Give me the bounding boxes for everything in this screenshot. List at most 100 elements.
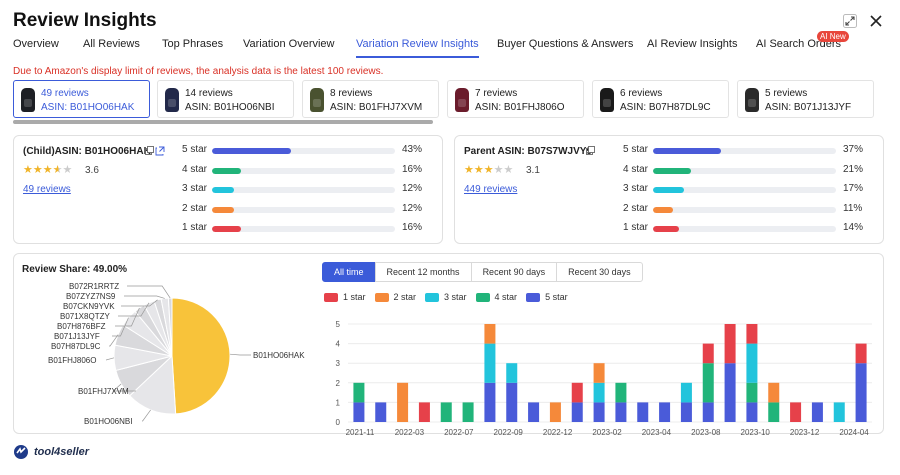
- bar-segment[interactable]: [790, 402, 802, 422]
- bar-segment[interactable]: [746, 343, 758, 383]
- legend-label: 3 star: [444, 292, 467, 302]
- copy-link-icons[interactable]: [145, 146, 165, 156]
- rating-bar-fill: [212, 226, 242, 232]
- variation-review-count: 6 reviews: [620, 88, 663, 99]
- variation-asin: ASIN: B01HO06HAK: [41, 102, 135, 113]
- tab-variation-review-insights[interactable]: Variation Review Insights: [356, 38, 479, 58]
- close-button[interactable]: [866, 11, 886, 31]
- bar-segment[interactable]: [418, 402, 430, 422]
- bar-segment[interactable]: [637, 402, 649, 422]
- rating-label: 3 star: [182, 183, 208, 194]
- bar-segment[interactable]: [659, 402, 671, 422]
- copy-icon[interactable]: [586, 146, 596, 156]
- variation-card[interactable]: 5 reviews ASIN: B071J13JYF: [737, 80, 874, 118]
- y-tick-label: 3: [336, 359, 341, 368]
- rating-bar-track: [653, 167, 836, 174]
- child-reviews-link[interactable]: 49 reviews: [23, 184, 71, 195]
- pie-label: B01FHJ806O: [48, 356, 96, 365]
- variation-card[interactable]: 8 reviews ASIN: B01FHJ7XVM: [302, 80, 439, 118]
- pie-label-line: [124, 295, 165, 299]
- bar-segment[interactable]: [702, 402, 714, 422]
- variation-scrollbar[interactable]: [13, 120, 433, 124]
- bar-segment[interactable]: [615, 402, 627, 422]
- bar-segment[interactable]: [746, 324, 758, 344]
- brand-name: tool4seller: [34, 446, 90, 458]
- rating-bar-track: [653, 187, 836, 193]
- parent-reviews-link[interactable]: 449 reviews: [464, 184, 518, 195]
- filter-recent-12-months[interactable]: Recent 12 months: [374, 262, 472, 282]
- bar-segment[interactable]: [593, 402, 605, 422]
- bar-segment[interactable]: [375, 402, 387, 422]
- variation-review-count: 7 reviews: [475, 88, 518, 99]
- bar-segment[interactable]: [506, 382, 518, 422]
- bar-segment[interactable]: [702, 363, 714, 403]
- variation-review-count: 8 reviews: [330, 88, 373, 99]
- variation-card[interactable]: 49 reviews ASIN: B01HO06HAK: [13, 80, 150, 118]
- bar-segment[interactable]: [484, 382, 496, 422]
- bar-segment[interactable]: [440, 402, 452, 422]
- variation-asin: ASIN: B071J13JYF: [765, 102, 852, 113]
- pie-label: B07H87DL9C: [51, 342, 101, 351]
- filter-all-time[interactable]: All time: [322, 262, 376, 282]
- bar-segment[interactable]: [484, 343, 496, 383]
- bar-segment[interactable]: [549, 402, 561, 422]
- expand-button[interactable]: [840, 11, 860, 31]
- bar-segment[interactable]: [724, 324, 736, 364]
- variation-card[interactable]: 7 reviews ASIN: B01FHJ806O: [447, 80, 584, 118]
- tab-top-phrases[interactable]: Top Phrases: [162, 38, 224, 50]
- legend-3-star[interactable]: 3 star: [425, 291, 467, 303]
- child-asin-label: (Child)ASIN: B01HO06HAK: [23, 146, 151, 157]
- legend-5-star[interactable]: 5 star: [526, 291, 568, 303]
- bar-segment[interactable]: [484, 324, 496, 344]
- bar-segment[interactable]: [702, 343, 714, 364]
- bar-segment[interactable]: [571, 402, 583, 422]
- bar-segment[interactable]: [593, 363, 605, 383]
- bar-segment[interactable]: [397, 382, 409, 422]
- bar-segment[interactable]: [593, 382, 605, 403]
- bar-segment[interactable]: [833, 402, 845, 422]
- bar-segment[interactable]: [462, 402, 474, 422]
- legend-4-star[interactable]: 4 star: [475, 291, 517, 303]
- close-icon: [870, 15, 882, 27]
- variation-card[interactable]: 6 reviews ASIN: B07H87DL9C: [592, 80, 729, 118]
- bar-segment[interactable]: [855, 363, 867, 422]
- rating-distribution-row: 5 star 37%: [623, 144, 883, 158]
- filter-recent-90-days[interactable]: Recent 90 days: [470, 262, 558, 282]
- expand-icon: [843, 14, 857, 28]
- x-tick-label: 2023-10: [741, 428, 771, 437]
- bar-segment[interactable]: [746, 402, 758, 422]
- bar-segment[interactable]: [528, 402, 540, 422]
- rating-percent: 21%: [843, 163, 864, 175]
- parent-star-rating: ★★★★★: [464, 164, 514, 176]
- bar-segment[interactable]: [855, 343, 867, 364]
- bar-segment[interactable]: [768, 382, 780, 403]
- bar-segment[interactable]: [746, 382, 758, 403]
- variation-card[interactable]: 14 reviews ASIN: B01HO06NBI: [157, 80, 294, 118]
- legend-1-star[interactable]: 1 star: [324, 291, 366, 303]
- bar-segment[interactable]: [506, 363, 518, 383]
- pie-slice[interactable]: [171, 297, 231, 415]
- rating-percent: 12%: [402, 183, 423, 194]
- bar-segment[interactable]: [811, 402, 823, 422]
- bar-segment[interactable]: [571, 382, 583, 403]
- filter-recent-30-days[interactable]: Recent 30 days: [556, 262, 643, 282]
- bar-segment[interactable]: [615, 382, 627, 403]
- tab-variation-overview[interactable]: Variation Overview: [243, 38, 335, 50]
- bar-segment[interactable]: [680, 402, 692, 422]
- tab-overview[interactable]: Overview: [13, 38, 59, 50]
- backpack-thumbnail: [600, 88, 614, 112]
- bar-segment[interactable]: [353, 402, 365, 422]
- pie-slice[interactable]: [129, 354, 177, 415]
- bar-segment[interactable]: [768, 402, 780, 422]
- tab-all-reviews[interactable]: All Reviews: [83, 38, 140, 50]
- rating-percent: 11%: [843, 202, 863, 214]
- tab-ai-review-insights[interactable]: AI Review Insights: [647, 38, 738, 50]
- rating-label: 5 star: [623, 144, 649, 155]
- bar-segment[interactable]: [724, 363, 736, 422]
- legend-2-star[interactable]: 2 star: [374, 291, 416, 303]
- bar-segment[interactable]: [680, 382, 692, 403]
- rating-percent: 16%: [402, 222, 423, 233]
- legend-swatch: [475, 292, 490, 302]
- tab-buyer-questions[interactable]: Buyer Questions & Answers: [497, 38, 634, 50]
- bar-segment[interactable]: [353, 382, 365, 403]
